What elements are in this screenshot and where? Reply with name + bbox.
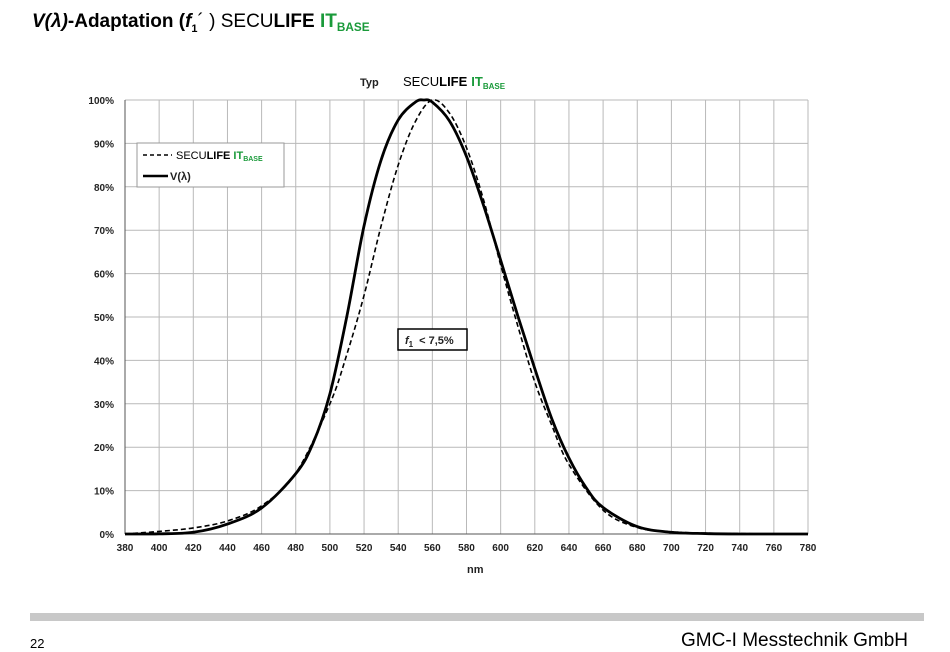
x-tick-label: 700 xyxy=(663,543,680,554)
footer-divider xyxy=(30,613,924,621)
title-base: BASE xyxy=(336,21,370,35)
chart-title: SECULIFE ITBASE xyxy=(403,74,506,91)
company-name: GMC-I Messtechnik GmbH xyxy=(681,630,908,651)
y-tick-label: 60% xyxy=(94,270,114,281)
annotation-box xyxy=(397,328,468,351)
x-tick-label: 400 xyxy=(151,543,168,554)
x-tick-label: 560 xyxy=(424,543,441,554)
title-f: f xyxy=(185,11,192,32)
x-tick-label: 580 xyxy=(458,543,475,554)
x-tick-label: 680 xyxy=(629,543,646,554)
f1-annotation: f1 < 7,5% xyxy=(397,328,468,351)
x-tick-label: 760 xyxy=(766,543,783,554)
chart-title-typ: Typ xyxy=(360,77,379,89)
x-tick-label: 640 xyxy=(561,543,578,554)
y-tick-label: 30% xyxy=(94,400,114,411)
y-tick-label: 0% xyxy=(100,530,115,541)
title-adaptation: -Adaptation ( xyxy=(67,11,186,32)
y-tick-label: 70% xyxy=(94,226,114,237)
slide-title: V(λ)-Adaptation (f1´ ) SECULIFE ITBASE xyxy=(32,11,370,35)
title-f-sub: 1 xyxy=(191,22,198,35)
x-tick-label: 720 xyxy=(697,543,714,554)
title-it: IT xyxy=(319,11,337,32)
y-tick-label: 20% xyxy=(94,443,114,454)
x-tick-label: 600 xyxy=(492,543,509,554)
annotation-f: f xyxy=(405,335,410,347)
title-vlambda: V(λ) xyxy=(32,11,68,32)
chart-title-secu: SECU xyxy=(403,74,439,89)
annotation-text: f1 < 7,5% xyxy=(405,335,454,349)
x-axis-label: nm xyxy=(467,564,484,576)
x-tick-label: 660 xyxy=(595,543,612,554)
chart-legend: SECULIFE ITBASE V(λ) xyxy=(136,142,285,188)
x-tick-label: 780 xyxy=(800,543,817,554)
y-tick-label: 10% xyxy=(94,487,114,498)
title-secu: ´ ) SECU xyxy=(197,11,274,32)
x-tick-labels: 380 400 420 440 460 480 500 520 540 560 580 600 620 6… xyxy=(117,543,817,554)
x-tick-label: 420 xyxy=(185,543,202,554)
legend-it: IT xyxy=(233,150,243,162)
x-tick-label: 380 xyxy=(117,543,134,554)
chart-series xyxy=(124,98,809,536)
x-tick-label: 620 xyxy=(526,543,543,554)
x-tick-label: 520 xyxy=(356,543,373,554)
x-tick-label: 740 xyxy=(731,543,748,554)
x-tick-label: 440 xyxy=(219,543,236,554)
y-tick-label: 50% xyxy=(94,313,114,324)
legend-box xyxy=(136,142,285,188)
y-tick-labels: 0% 10% 20% 30% 40% 50% 60% 70% 80% 90% 100% xyxy=(88,96,114,541)
legend-base: BASE xyxy=(243,156,263,163)
y-tick-label: 40% xyxy=(94,356,114,367)
chart-title-life: LIFE xyxy=(439,74,467,89)
annotation-value: < 7,5% xyxy=(419,335,454,347)
title-life: LIFE xyxy=(273,11,320,32)
x-tick-label: 460 xyxy=(253,543,270,554)
y-tick-label: 80% xyxy=(94,183,114,194)
annotation-f-sub: 1 xyxy=(409,340,414,349)
legend-secu: SECU xyxy=(176,150,207,162)
y-tick-label: 100% xyxy=(88,96,114,107)
legend-item-seculife: SECULIFE ITBASE xyxy=(176,150,263,163)
series-line-vlambda xyxy=(124,98,808,536)
series-line-seculife xyxy=(124,99,809,535)
chart-title-it: IT xyxy=(471,74,483,89)
legend-item-vlambda: V(λ) xyxy=(170,171,191,183)
y-tick-label: 90% xyxy=(94,139,114,150)
legend-life: LIFE xyxy=(207,150,231,162)
x-tick-label: 540 xyxy=(390,543,407,554)
x-tick-label: 500 xyxy=(322,543,339,554)
x-tick-label: 480 xyxy=(287,543,304,554)
chart-title-base: BASE xyxy=(483,82,506,91)
page-number: 22 xyxy=(30,636,45,651)
